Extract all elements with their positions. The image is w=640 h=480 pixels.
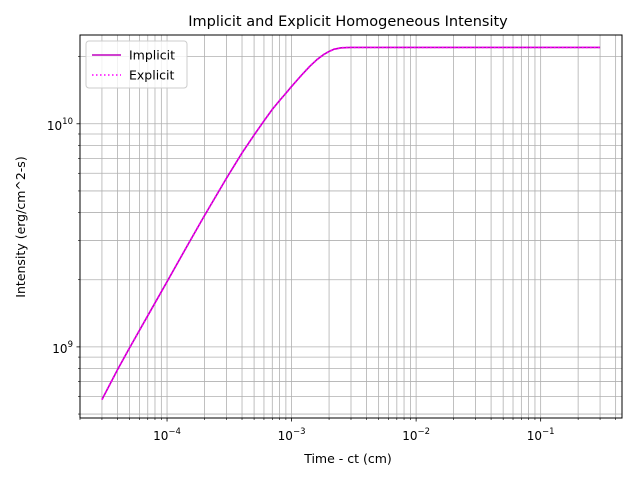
series-lines xyxy=(101,46,601,401)
chart-title: Implicit and Explicit Homogeneous Intens… xyxy=(188,14,508,30)
x-tick-label: 10−1 xyxy=(527,427,555,443)
legend-label-implicit: Implicit xyxy=(129,48,175,63)
ticks xyxy=(76,56,616,422)
y-axis-label: Intensity (erg/cm^2-s) xyxy=(13,156,28,297)
y-tick-label: 1010 xyxy=(47,117,73,133)
legend-label-explicit: Explicit xyxy=(129,68,175,83)
tick-labels: 10−4 10−3 10−2 10−1 109 1010 xyxy=(47,117,555,443)
series-line-implicit xyxy=(101,46,601,401)
legend-box xyxy=(85,40,188,89)
x-tick-label: 10−4 xyxy=(153,427,181,443)
y-tick-label: 109 xyxy=(52,340,73,356)
grid xyxy=(79,35,622,418)
x-tick-label: 10−3 xyxy=(278,427,306,443)
x-axis-label: Time - ct (cm) xyxy=(303,451,392,466)
legend: Implicit Explicit xyxy=(85,40,188,89)
x-tick-label: 10−2 xyxy=(402,427,430,443)
